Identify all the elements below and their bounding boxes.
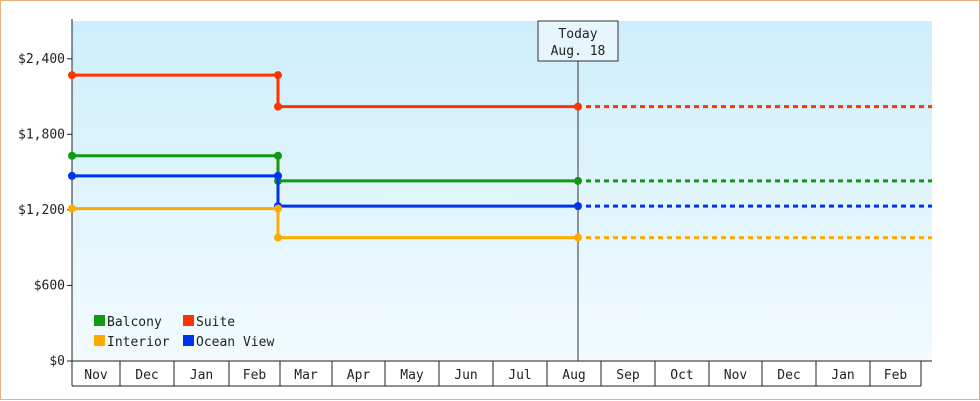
series-point-balcony (274, 151, 282, 160)
x-tick-label: Oct (670, 368, 693, 383)
y-tick-label: $600 (34, 278, 65, 293)
x-tick-label: Dec (135, 368, 158, 383)
plot-area (72, 21, 932, 361)
x-tick-label: Sep (616, 368, 640, 383)
series-point-interior (274, 233, 282, 242)
series-point-suite (274, 102, 282, 111)
legend-swatch (183, 335, 194, 346)
y-tick-label: $2,400 (18, 52, 65, 67)
legend-label: Balcony (107, 315, 162, 330)
legend-label: Interior (107, 335, 170, 350)
today-callout-date: Aug. 18 (551, 44, 606, 59)
y-axis: $0 $600 $1,200 $1,800 $2,400 (18, 19, 73, 369)
series-point-interior (68, 204, 76, 213)
series-point-ocean-view (574, 202, 582, 211)
x-tick-label: Aug (562, 368, 585, 383)
series-point-interior (274, 204, 282, 213)
series-point-suite (68, 71, 76, 80)
series-point-suite (574, 102, 582, 111)
x-tick-label: Jul (508, 368, 531, 383)
series-point-ocean-view (68, 171, 76, 180)
legend-swatch (94, 315, 105, 326)
x-tick-label: Dec (777, 368, 800, 383)
series-line-ocean-view (72, 174, 578, 208)
series-point-balcony (574, 176, 582, 185)
x-tick-label: Jan (831, 368, 854, 383)
series-point-suite (274, 71, 282, 80)
series-line-interior (72, 207, 578, 240)
y-tick-label: $1,800 (18, 127, 65, 142)
x-tick-label: Nov (724, 368, 748, 383)
legend-label: Ocean View (196, 335, 274, 350)
x-tick-label: Mar (294, 368, 318, 383)
series-point-interior (574, 233, 582, 242)
series-point-balcony (68, 151, 76, 160)
x-tick-label: Nov (84, 368, 108, 383)
x-axis: Nov Dec Jan Feb Mar Apr May Jun Jul Aug Sep Oct Nov D… (71, 360, 932, 387)
today-marker: Today Aug. 18 (537, 20, 619, 361)
x-tick-label: Jun (454, 368, 477, 383)
x-tick-label: Jan (190, 368, 213, 383)
x-tick-label: Apr (347, 368, 371, 383)
series-lines (68, 71, 932, 242)
series-point-ocean-view (274, 171, 282, 180)
x-tick-label: May (400, 368, 424, 383)
x-tick-label: Feb (243, 368, 267, 383)
series-line-suite (72, 73, 578, 109)
today-callout-box (537, 20, 619, 62)
y-tick-label: $0 (49, 354, 65, 369)
legend: Balcony Suite Interior Ocean View (94, 315, 274, 350)
y-tick-label: $1,200 (18, 203, 65, 218)
series-line-balcony (72, 154, 578, 183)
today-callout-label: Today (558, 27, 597, 42)
legend-swatch (183, 315, 194, 326)
legend-swatch (94, 335, 105, 346)
x-tick-label: Feb (884, 368, 908, 383)
legend-label: Suite (196, 315, 235, 330)
